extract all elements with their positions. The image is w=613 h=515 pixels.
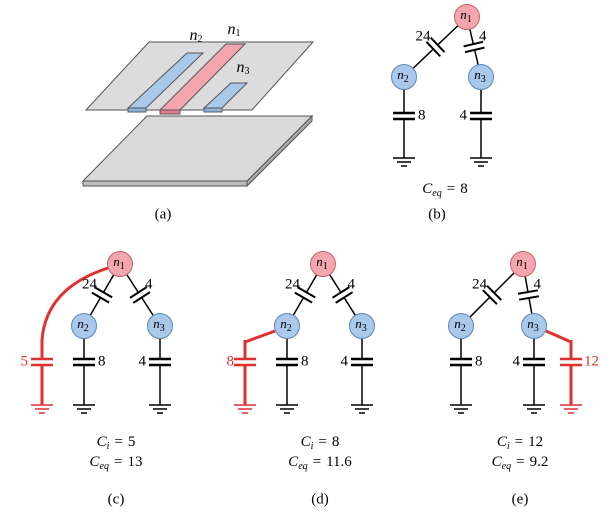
wire (142, 298, 154, 316)
caption: (c) (108, 491, 125, 507)
wire (470, 297, 490, 317)
cap-value: 4 (479, 28, 487, 44)
label-sub: 3 (160, 323, 165, 334)
eq-sub: eq (502, 461, 511, 472)
caption: (b) (428, 206, 446, 222)
eq-value: 9.2 (530, 454, 549, 470)
eq-op: = (114, 434, 122, 450)
eq-op: = (114, 454, 122, 470)
eq-op: = (516, 454, 524, 470)
wire (307, 275, 317, 293)
eq-sub: eq (298, 461, 307, 472)
label-base: n (228, 21, 236, 38)
label-sub: 2 (461, 323, 466, 334)
wire (525, 276, 528, 292)
label-sub: 1 (323, 261, 328, 272)
wire (127, 275, 139, 293)
label-sub: 2 (287, 323, 292, 334)
eq-value: 13 (127, 454, 142, 470)
eq-sub: eq (432, 188, 441, 199)
wire (104, 275, 114, 293)
eq-op: = (515, 434, 523, 450)
wire (494, 273, 514, 293)
cap-value: 24 (82, 276, 98, 292)
wire (413, 49, 433, 68)
cap-value: 4 (139, 353, 147, 369)
wire (90, 298, 100, 316)
cap-value: 4 (145, 276, 153, 292)
eq-value: 8 (460, 181, 468, 197)
strip-n3-front (204, 108, 222, 112)
figure: n2n1n3(a)24484n1n2n3Ceq=8(b)524484n1n2n3… (0, 0, 613, 515)
label-sub: 1 (523, 261, 528, 272)
cap-value: 8 (98, 353, 106, 369)
eq-op: = (313, 454, 321, 470)
wire (330, 275, 341, 293)
wire (344, 298, 355, 316)
cap-value: 8 (475, 353, 483, 369)
eq-sub: eq (100, 461, 109, 472)
eq-sub: i (507, 441, 510, 452)
label-sub: 3 (245, 66, 250, 77)
cap-value: 24 (416, 28, 432, 44)
lower-plate-edge (83, 181, 247, 186)
equation: Ceq=13 (90, 454, 143, 472)
equation: Ceq=9.2 (492, 454, 549, 472)
cap-value: 8 (418, 107, 426, 123)
added-wire (546, 331, 571, 342)
label-sub: 1 (120, 261, 125, 272)
cap-value: 4 (513, 353, 521, 369)
added-cap-value: 8 (227, 353, 235, 369)
label-sub: 3 (481, 74, 486, 85)
label-base: n (237, 59, 245, 76)
caption: (a) (155, 206, 172, 222)
added-cap-value: 12 (584, 353, 599, 369)
added-wire (245, 331, 275, 342)
label-sub: 1 (236, 28, 241, 39)
eq-op: = (318, 434, 326, 450)
eq-value: 5 (128, 434, 136, 450)
eq-sub: i (107, 441, 110, 452)
wire (475, 50, 478, 65)
added-cap-value: 5 (21, 353, 29, 369)
cap-value: 24 (472, 276, 488, 292)
label-sub: 3 (534, 323, 539, 334)
equation: Ci=8 (301, 434, 340, 452)
cap-value: 4 (348, 276, 356, 292)
strip-n1-front (160, 110, 180, 114)
equation: Ceq=11.6 (288, 454, 352, 472)
label-sub: 3 (362, 323, 367, 334)
node-label: n2 (190, 27, 203, 46)
lower-plate (83, 116, 312, 181)
caption: (e) (512, 491, 529, 507)
wire (293, 298, 303, 316)
cap-value: 24 (285, 276, 301, 292)
cap-value: 4 (534, 276, 542, 292)
panel-a-drawing (83, 42, 313, 186)
wire (470, 29, 473, 44)
equation: Ci=12 (497, 434, 543, 452)
label-sub: 2 (198, 34, 203, 45)
caption: (d) (311, 491, 329, 507)
eq-sub: i (311, 441, 314, 452)
wire (438, 26, 458, 45)
label-sub: 2 (404, 74, 409, 85)
label-sub: 1 (467, 14, 472, 25)
wire (529, 298, 532, 314)
strip-n2-front (128, 108, 146, 112)
eq-value: 8 (332, 434, 340, 450)
eq-value: 11.6 (326, 454, 352, 470)
equation: Ci=5 (97, 434, 136, 452)
label-sub: 2 (84, 323, 89, 334)
eq-value: 12 (528, 434, 543, 450)
eq-op: = (447, 181, 455, 197)
equation: Ceq=8 (422, 181, 467, 199)
cap-value: 4 (460, 107, 468, 123)
cap-value: 8 (301, 353, 309, 369)
cap-value: 4 (341, 353, 349, 369)
node-label: n1 (228, 21, 241, 40)
label-base: n (190, 27, 198, 44)
